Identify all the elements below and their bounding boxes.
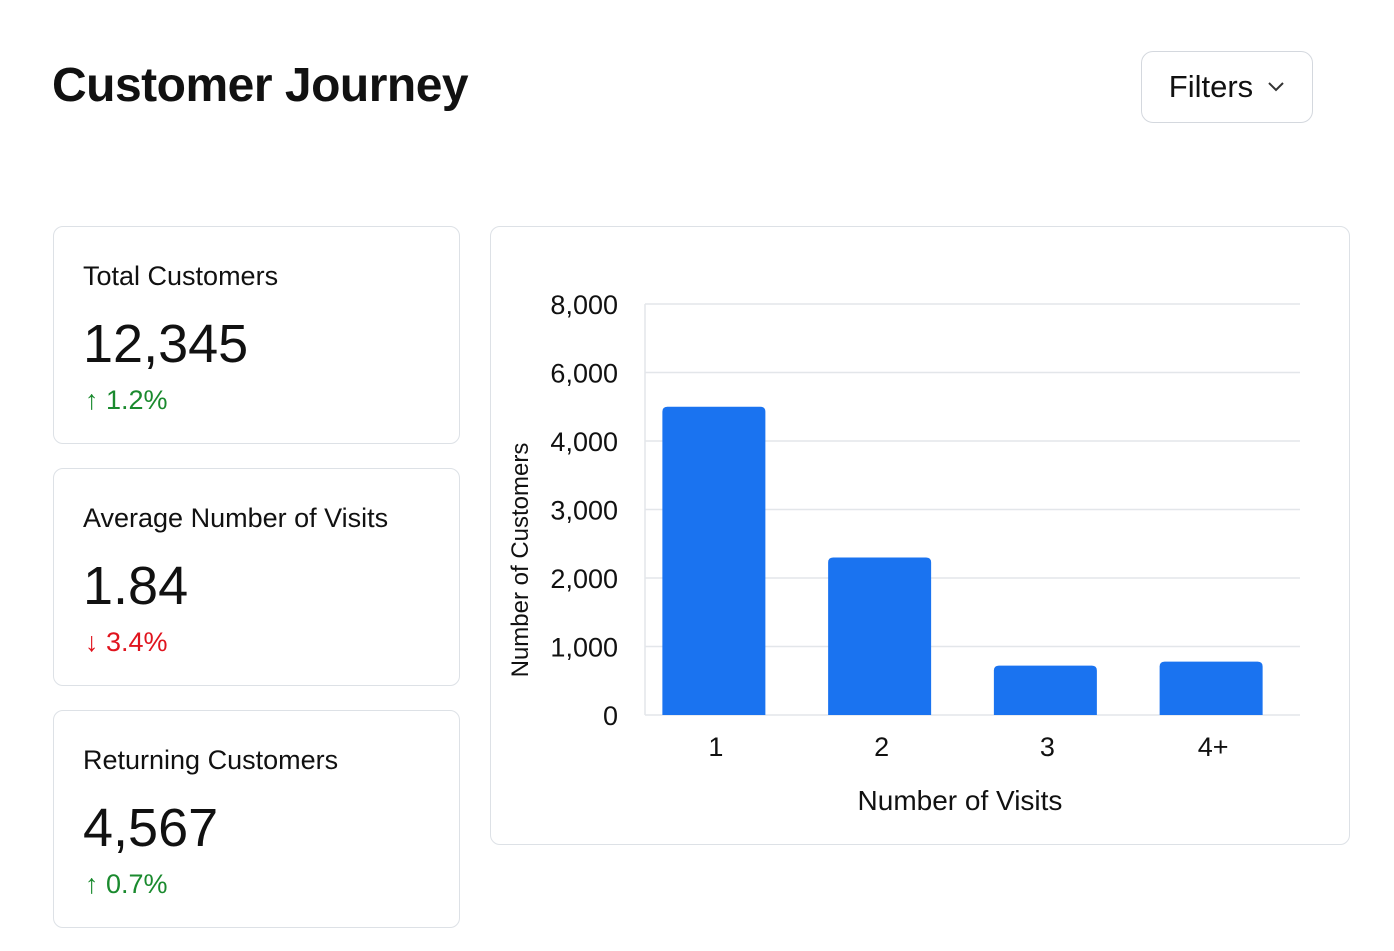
y-tick-label: 6,000 bbox=[550, 359, 618, 389]
bar-1 bbox=[662, 406, 766, 715]
y-tick-label: 3,000 bbox=[550, 496, 618, 526]
card-label: Average Number of Visits bbox=[83, 503, 389, 533]
change-value: 0.7% bbox=[106, 869, 168, 899]
filters-button[interactable]: Filters bbox=[1141, 51, 1313, 123]
visits-chart-card bbox=[490, 226, 1350, 845]
arrow-up-icon: ↑ bbox=[85, 385, 99, 415]
card-change: ↑ 0.7% bbox=[85, 869, 168, 900]
card-value: 4,567 bbox=[83, 798, 219, 858]
y-tick-label: 2,000 bbox=[550, 564, 618, 594]
change-value: 3.4% bbox=[106, 627, 168, 657]
y-axis-title: Number of Customers bbox=[507, 443, 534, 678]
bar-4+ bbox=[1159, 661, 1263, 715]
bar-2 bbox=[828, 557, 932, 715]
chevron-down-icon bbox=[1268, 82, 1284, 92]
page-title: Customer Journey bbox=[52, 59, 469, 112]
y-tick-label: 4,000 bbox=[550, 427, 618, 457]
x-axis-title: Number of Visits bbox=[858, 785, 1063, 816]
filters-label: Filters bbox=[1168, 69, 1254, 104]
arrow-down-icon: ↓ bbox=[85, 627, 99, 657]
card-change: ↑ 1.2% bbox=[85, 385, 168, 416]
y-tick-label: 8,000 bbox=[550, 290, 618, 320]
card-label: Returning Customers bbox=[83, 745, 339, 775]
y-tick-label: 0 bbox=[603, 701, 618, 731]
average-visits-card: Average Number of Visits 1.84 ↓ 3.4% bbox=[53, 468, 460, 686]
card-change: ↓ 3.4% bbox=[85, 627, 168, 658]
change-value: 1.2% bbox=[106, 385, 168, 415]
x-tick-label: 4+ bbox=[1198, 732, 1229, 762]
card-value: 1.84 bbox=[83, 556, 189, 616]
bar-3 bbox=[993, 665, 1097, 715]
x-tick-label: 3 bbox=[1040, 732, 1055, 762]
returning-customers-card: Returning Customers 4,567 ↑ 0.7% bbox=[53, 710, 460, 928]
card-value: 12,345 bbox=[83, 314, 249, 374]
card-label: Total Customers bbox=[83, 261, 279, 291]
arrow-up-icon: ↑ bbox=[85, 869, 99, 899]
x-tick-label: 1 bbox=[708, 732, 723, 762]
y-tick-label: 1,000 bbox=[550, 633, 618, 663]
x-tick-label: 2 bbox=[874, 732, 889, 762]
total-customers-card: Total Customers 12,345 ↑ 1.2% bbox=[53, 226, 460, 444]
